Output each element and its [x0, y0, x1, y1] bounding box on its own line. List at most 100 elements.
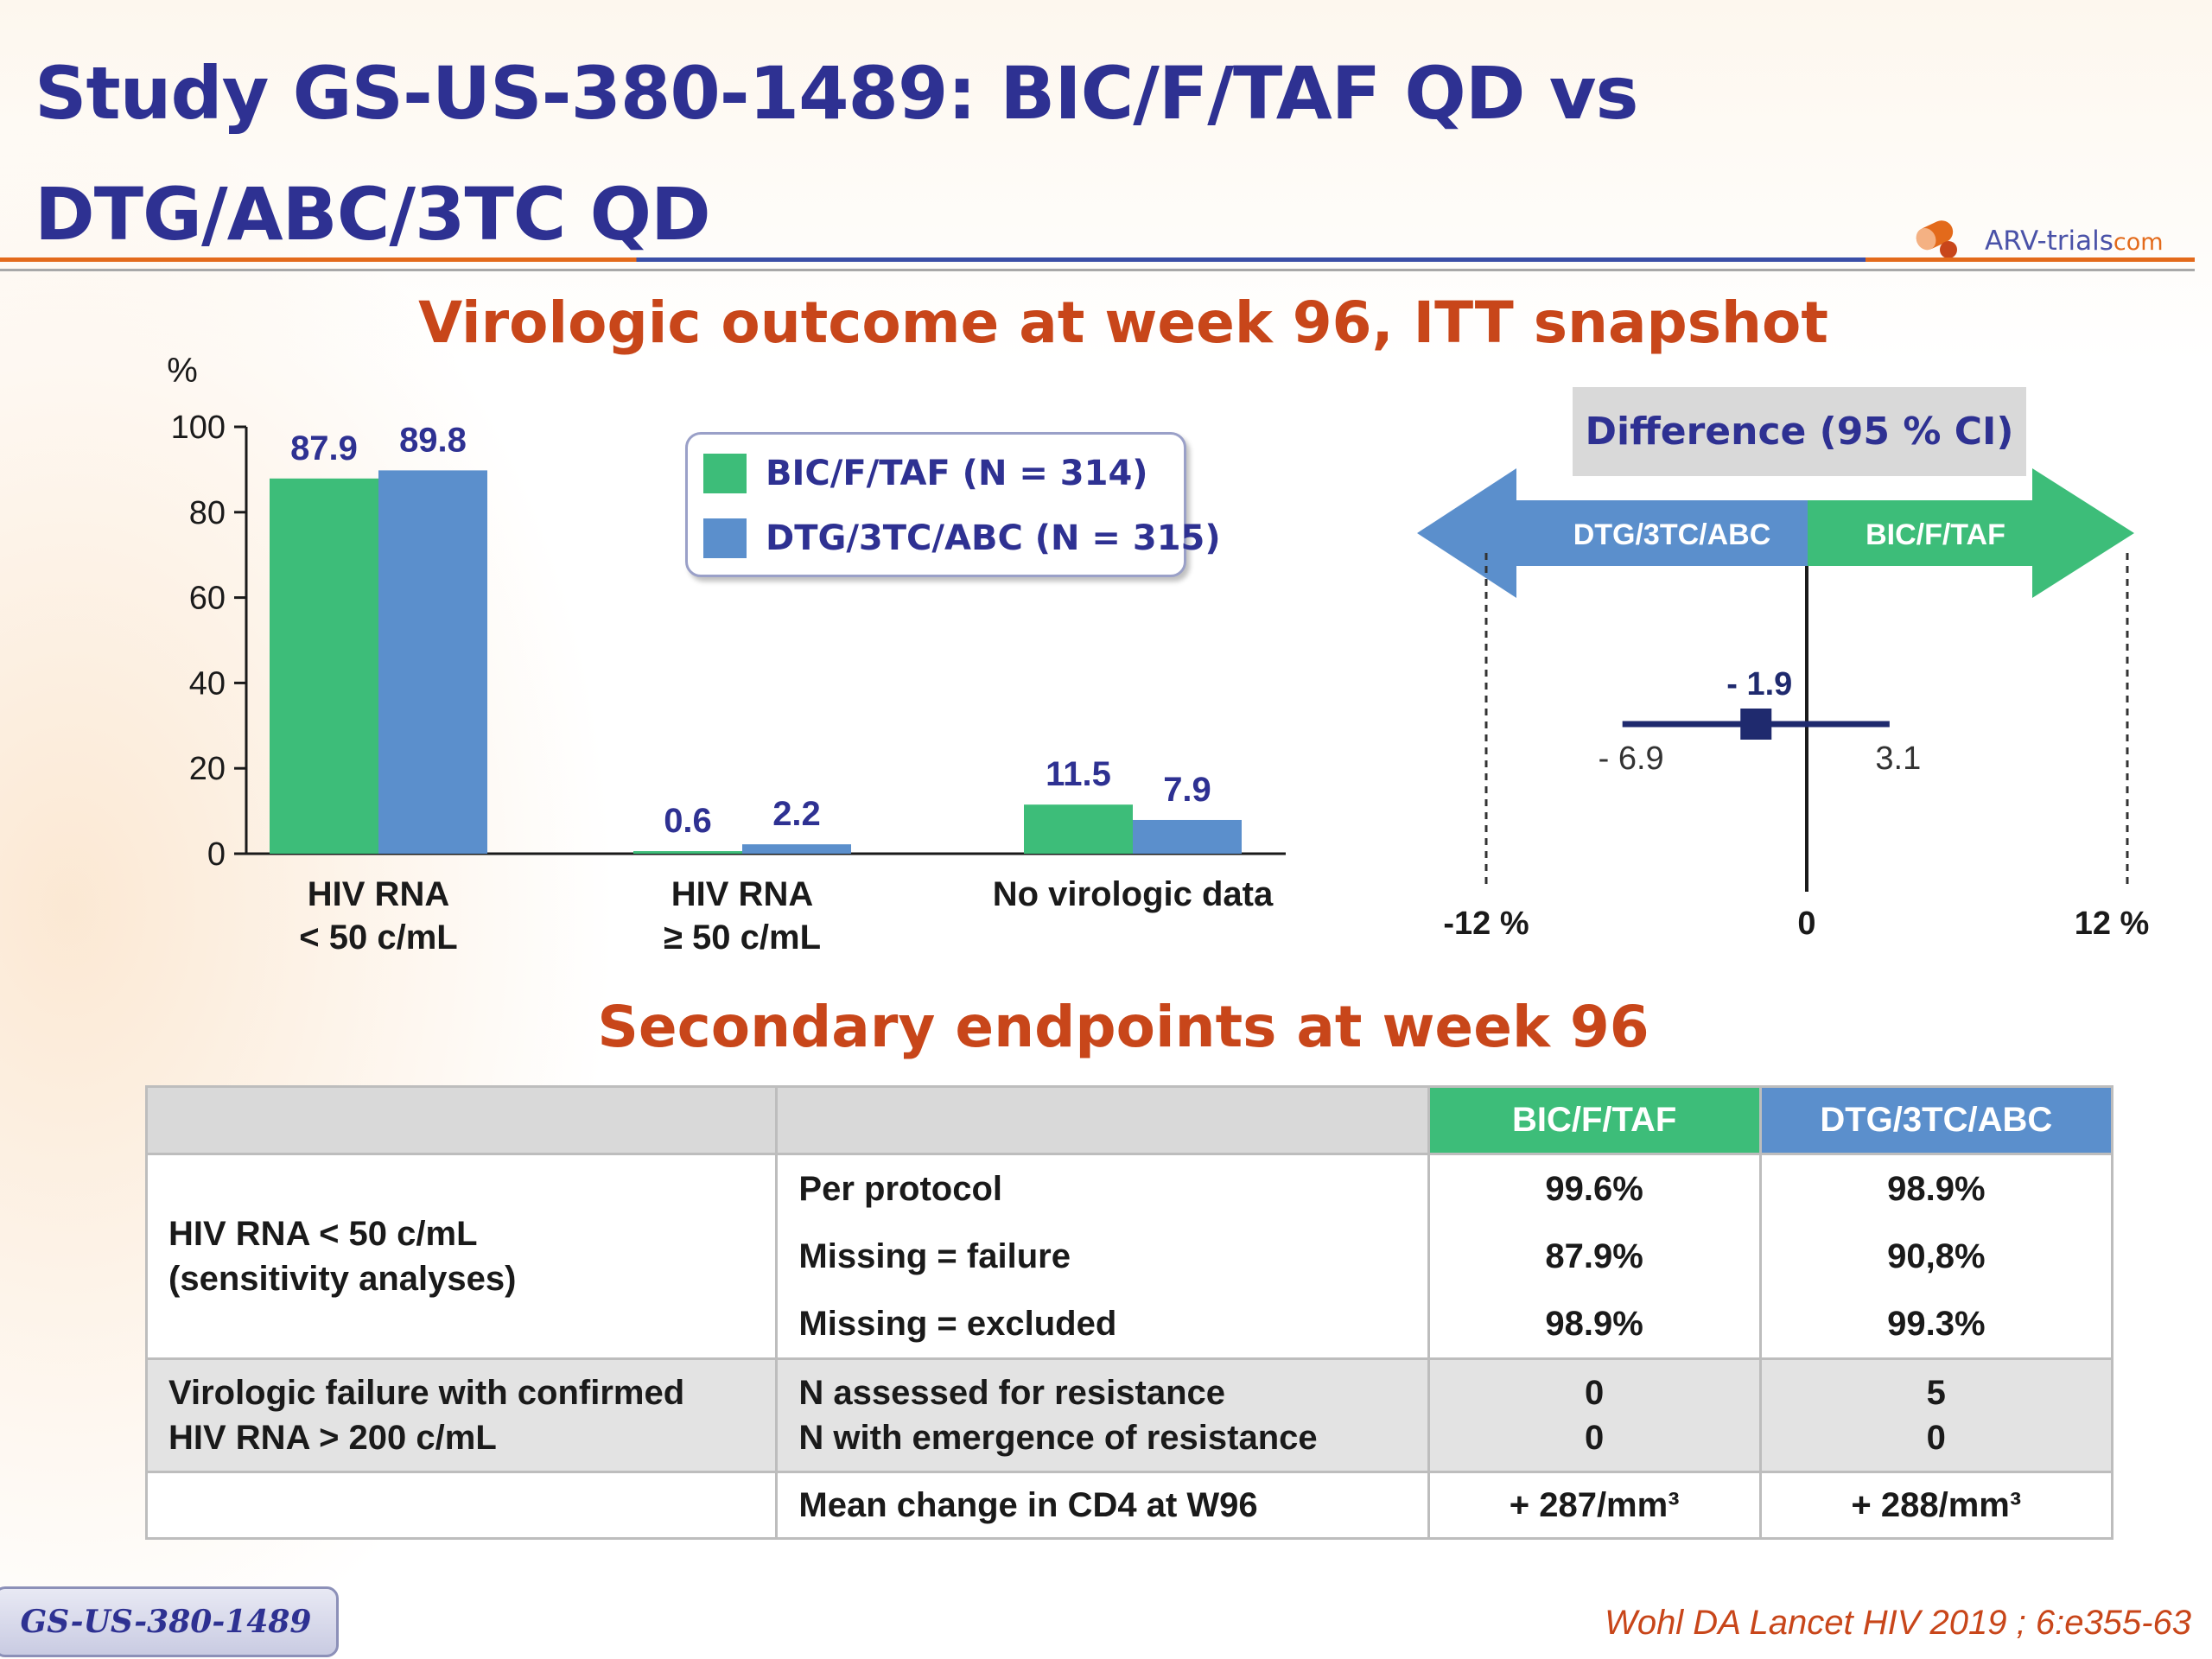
bar-value-label: 11.5 — [1046, 755, 1111, 793]
value-dtg-missing-excluded: 99.3% — [1887, 1305, 1986, 1343]
secondary-endpoints-heading: Secondary endpoints at week 96 — [597, 994, 1649, 1060]
bar-chart-value-labels: 87.9 89.8 0.6 2.2 11.5 7.9 — [290, 421, 1211, 840]
column-header-dtg: DTG/3TC/ABC — [1758, 1085, 2114, 1155]
logo-name: ARV-trials — [1985, 226, 2113, 257]
value-dtg-n-assessed: 5 — [1926, 1374, 1946, 1412]
column-header-bic: BIC/F/TAF — [1427, 1085, 1762, 1155]
virologic-outcome-heading: Virologic outcome at week 96, ITT snapsh… — [418, 289, 1828, 356]
right-arrow-bic — [1808, 468, 2134, 598]
bar-dtg-1 — [742, 844, 851, 854]
value-bic-per-protocol: 99.6% — [1545, 1170, 1643, 1208]
group-label-virologic-failure: Virologic failure with confirmed HIV RNA… — [144, 1357, 779, 1473]
arrow-label-dtg: DTG/3TC/ABC — [1573, 518, 1771, 551]
resistance-metrics: N assessed for resistance N with emergen… — [775, 1357, 1430, 1473]
category-label: HIV RNA — [308, 875, 449, 913]
metric-missing-failure: Missing = failure — [798, 1237, 1071, 1275]
group-label-line-2: (sensitivity analyses) — [168, 1260, 517, 1298]
bar-bic-0 — [270, 478, 378, 854]
x-tick-label: 0 — [1797, 906, 1815, 942]
bar-chart-axes: 0 20 40 60 80 100 — [171, 410, 1286, 873]
bar-bic-1 — [633, 851, 742, 854]
legend-label-bic: BIC/F/TAF (N = 314) — [766, 454, 1148, 493]
table-header-row: BIC/F/TAF DTG/3TC/ABC — [144, 1085, 2114, 1155]
group-label-line-2: HIV RNA > 200 c/mL — [168, 1419, 497, 1457]
value-bic-missing-excluded: 98.9% — [1545, 1305, 1643, 1343]
resistance-values-dtg: 5 0 — [1758, 1357, 2114, 1473]
legend-item-bic: BIC/F/TAF (N = 314) — [703, 448, 1148, 499]
left-arrow-dtg — [1417, 468, 1808, 598]
metric-n-assessed: N assessed for resistance — [798, 1374, 1226, 1412]
header-blank-1 — [144, 1085, 779, 1155]
header-rule — [0, 257, 2195, 262]
group-label-sensitivity: HIV RNA < 50 c/mL (sensitivity analyses) — [144, 1153, 779, 1360]
forest-plot-marks: DTG/3TC/ABC BIC/F/TAF - 1.9 - 6.9 3.1 -12 % 0 1… — [1417, 468, 2149, 942]
pill-icon — [1916, 220, 1957, 258]
category-label: HIV RNA — [671, 875, 813, 913]
y-tick-label: 0 — [207, 836, 226, 873]
y-tick-label: 100 — [171, 410, 226, 446]
logo-suffix: com — [2113, 229, 2164, 256]
y-axis-unit-label: % — [167, 354, 198, 390]
header-blank-2 — [775, 1085, 1430, 1155]
difference-ci-title: Difference (95 % CI) — [1573, 387, 2026, 476]
legend-item-dtg: DTG/3TC/ABC (N = 315) — [703, 512, 1221, 564]
category-label: No virologic data — [993, 875, 1274, 913]
bar-dtg-2 — [1133, 819, 1242, 854]
value-bic-cd4: + 287/mm³ — [1427, 1471, 1762, 1540]
sensitivity-values-dtg: 98.9% 90,8% 99.3% — [1758, 1153, 2114, 1360]
point-estimate-marker — [1740, 709, 1772, 740]
sensitivity-values-bic: 99.6% 87.9% 98.9% — [1427, 1153, 1762, 1360]
resistance-values-bic: 0 0 — [1427, 1357, 1762, 1473]
bar-chart-category-labels: HIV RNA < 50 c/mL HIV RNA ≥ 50 c/mL No virol… — [299, 875, 1274, 957]
value-bic-missing-failure: 87.9% — [1545, 1237, 1643, 1275]
bar-value-label: 89.8 — [399, 421, 467, 459]
arrow-label-bic: BIC/F/TAF — [1866, 518, 2005, 551]
y-tick-label: 60 — [189, 581, 226, 617]
metric-n-emergence: N with emergence of resistance — [798, 1419, 1318, 1457]
category-label: ≥ 50 c/mL — [664, 918, 821, 957]
slide-title: Study GS-US-380-1489: BIC/F/TAF QD vs DT… — [35, 33, 1849, 275]
slide-title-line-1: Study GS-US-380-1489: BIC/F/TAF QD vs — [35, 51, 1639, 136]
table-row-sensitivity: HIV RNA < 50 c/mL (sensitivity analyses)… — [144, 1153, 2114, 1360]
metric-per-protocol: Per protocol — [798, 1170, 1002, 1208]
metric-cd4-change: Mean change in CD4 at W96 — [775, 1471, 1430, 1540]
y-tick-label: 80 — [189, 495, 226, 531]
bar-chart-legend: BIC/F/TAF (N = 314) DTG/3TC/ABC (N = 315… — [685, 432, 1221, 577]
x-tick-label: -12 % — [1443, 906, 1529, 942]
virologic-outcome-bar-chart: % 0 20 40 60 80 100 87.9 89.8 0.6 2.2 11.5 7.9 HIV… — [167, 354, 1286, 957]
bar-value-label: 7.9 — [1163, 771, 1211, 809]
value-dtg-missing-failure: 90,8% — [1887, 1237, 1986, 1275]
value-bic-n-assessed: 0 — [1585, 1374, 1605, 1412]
sensitivity-metrics: Per protocol Missing = failure Missing =… — [775, 1153, 1430, 1360]
value-dtg-cd4: + 288/mm³ — [1758, 1471, 2114, 1540]
bar-bic-2 — [1024, 804, 1133, 854]
value-dtg-per-protocol: 98.9% — [1887, 1170, 1986, 1208]
group-label-line-1: HIV RNA < 50 c/mL — [168, 1215, 478, 1253]
bar-value-label: 2.2 — [772, 795, 821, 833]
y-tick-label: 40 — [189, 665, 226, 702]
arv-trials-logo: ARV-trialscom — [1914, 212, 2182, 264]
cd4-blank-cell — [144, 1471, 779, 1540]
bar-value-label: 0.6 — [664, 802, 712, 840]
secondary-endpoints-table: BIC/F/TAF DTG/3TC/ABC HIV RNA < 50 c/mL … — [144, 1085, 2114, 1540]
y-tick-label: 20 — [189, 751, 226, 787]
legend-swatch-bic — [703, 454, 747, 493]
estimate-label: - 1.9 — [1726, 666, 1792, 702]
bar-chart-bars — [270, 470, 1242, 854]
bar-dtg-0 — [378, 470, 487, 854]
metric-missing-excluded: Missing = excluded — [798, 1305, 1117, 1343]
bar-value-label: 87.9 — [290, 429, 358, 467]
value-bic-n-emergence: 0 — [1585, 1419, 1605, 1457]
category-label: < 50 c/mL — [299, 918, 457, 957]
group-label-line-1: Virologic failure with confirmed — [168, 1374, 685, 1412]
ci-lower-label: - 6.9 — [1599, 741, 1664, 777]
table-row-cd4: Mean change in CD4 at W96 + 287/mm³ + 28… — [144, 1471, 2114, 1540]
table-row-virologic-failure: Virologic failure with confirmed HIV RNA… — [144, 1357, 2114, 1473]
slide-title-line-2: DTG/ABC/3TC QD — [35, 172, 711, 257]
x-tick-label: 12 % — [2075, 906, 2150, 942]
legend-label-dtg: DTG/3TC/ABC (N = 315) — [766, 518, 1221, 558]
ci-upper-label: 3.1 — [1875, 741, 1921, 777]
logo-text: ARV-trialscom — [1985, 226, 2164, 257]
study-id-tag: GS-US-380-1489 — [0, 1586, 339, 1657]
